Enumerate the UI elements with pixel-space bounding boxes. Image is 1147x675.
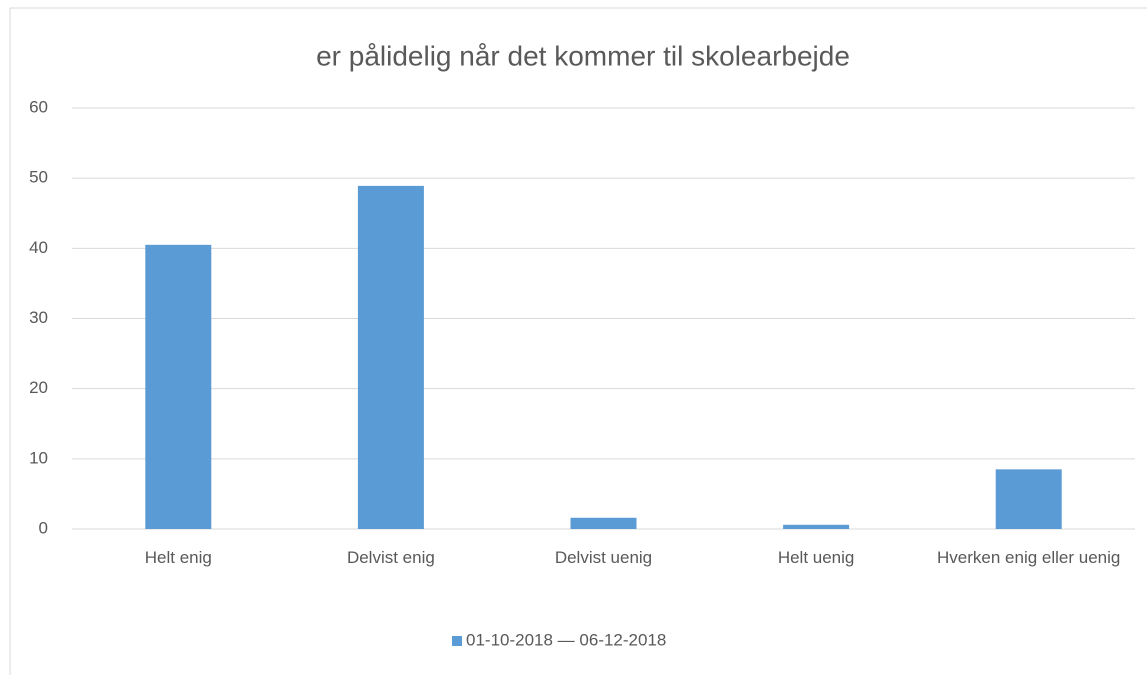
x-tick-label: Delvist uenig (554, 548, 653, 567)
legend-label: 01-10-2018 — 06-12-2018 (466, 630, 666, 649)
bar (783, 524, 850, 529)
x-tick-label-box: Hverken enig eller uenig (937, 548, 1121, 567)
y-tick-label: 60 (29, 97, 48, 116)
x-tick-label-box: Helt uenig (777, 548, 855, 567)
y-tick-label: 40 (29, 238, 48, 257)
y-tick-label: 30 (29, 308, 48, 327)
y-tick-label: 0 (39, 518, 48, 537)
chart-border (9, 7, 1147, 675)
y-tick-label: 50 (29, 168, 48, 187)
bar (570, 517, 637, 529)
x-tick-label: Hverken enig eller uenig (937, 548, 1121, 567)
x-tick-label-box: Delvist enig (346, 548, 435, 567)
x-tick-label-box: Delvist uenig (554, 548, 653, 567)
bar (995, 469, 1062, 529)
y-tick-label: 10 (29, 448, 48, 467)
x-tick-label-box: Helt enig (144, 548, 212, 567)
x-tick-label: Helt uenig (777, 548, 855, 567)
x-tick-label: Delvist enig (346, 548, 435, 567)
bar (357, 185, 424, 529)
bar (145, 244, 212, 529)
chart-title: er pålidelig når det kommer til skolearb… (316, 40, 850, 71)
y-tick-label: 20 (29, 378, 48, 397)
x-tick-label: Helt enig (144, 548, 212, 567)
legend-swatch (452, 636, 462, 646)
